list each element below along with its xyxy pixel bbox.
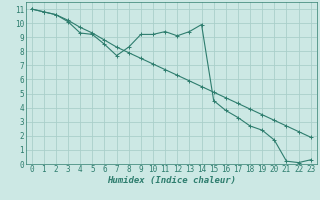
X-axis label: Humidex (Indice chaleur): Humidex (Indice chaleur) (107, 176, 236, 185)
